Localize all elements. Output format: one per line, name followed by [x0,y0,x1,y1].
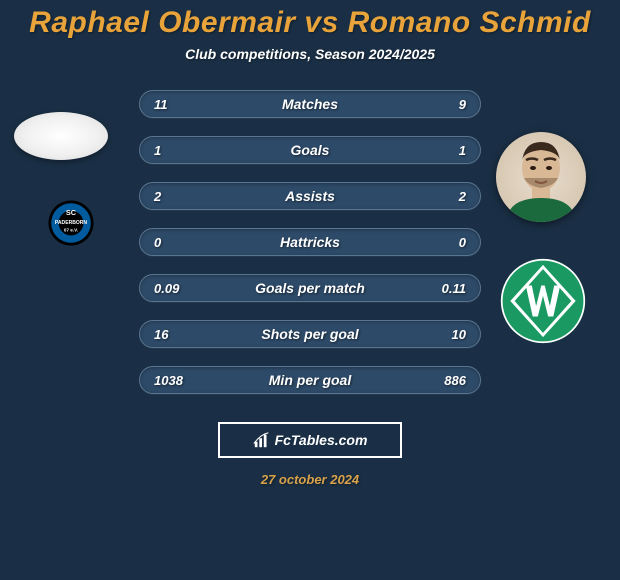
footer-brand-text: FcTables.com [275,432,368,448]
stat-row: 2 Assists 2 [139,182,481,210]
stat-right-value: 0.11 [426,281,466,296]
stat-left-value: 1 [154,143,194,158]
stat-label: Goals per match [255,280,365,296]
stat-right-value: 9 [426,97,466,112]
stat-left-value: 11 [154,97,194,112]
stat-label: Hattricks [280,234,340,250]
stat-right-value: 10 [426,327,466,342]
stat-left-value: 0.09 [154,281,194,296]
stat-label: Shots per goal [261,326,358,342]
stats-list: 11 Matches 9 1 Goals 1 2 Assists 2 0 Hattricks 0 0.0… [0,90,620,394]
stat-row: 1 Goals 1 [139,136,481,164]
stat-label: Goals [291,142,330,158]
footer-brand-box[interactable]: FcTables.com [218,422,402,458]
stat-right-value: 886 [426,373,466,388]
subtitle: Club competitions, Season 2024/2025 [185,46,435,62]
date-text: 27 october 2024 [261,472,359,487]
stat-label: Matches [282,96,338,112]
page-title: Raphael Obermair vs Romano Schmid [29,6,591,40]
stat-right-value: 1 [426,143,466,158]
stat-left-value: 1038 [154,373,194,388]
stat-row: 0.09 Goals per match 0.11 [139,274,481,302]
stat-right-value: 0 [426,235,466,250]
stat-left-value: 2 [154,189,194,204]
stat-row: 11 Matches 9 [139,90,481,118]
stat-label: Assists [285,188,335,204]
stat-row: 0 Hattricks 0 [139,228,481,256]
stat-row: 1038 Min per goal 886 [139,366,481,394]
comparison-card: Raphael Obermair vs Romano Schmid Club c… [0,0,620,580]
stat-left-value: 0 [154,235,194,250]
stat-left-value: 16 [154,327,194,342]
stat-label: Min per goal [269,372,351,388]
bar-chart-icon [253,431,271,449]
stat-row: 16 Shots per goal 10 [139,320,481,348]
stat-right-value: 2 [426,189,466,204]
